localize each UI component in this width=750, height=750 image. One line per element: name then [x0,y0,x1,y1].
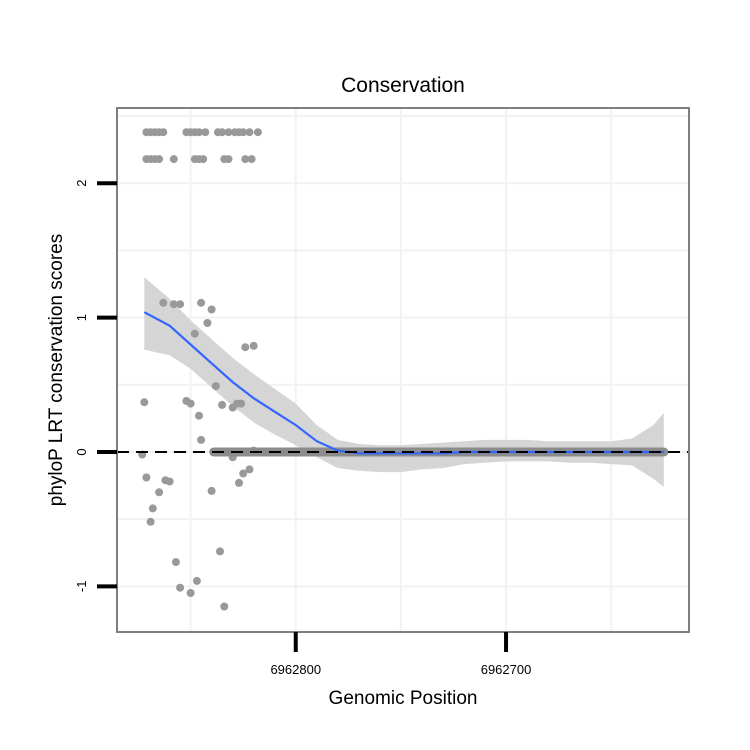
data-point [201,128,210,137]
data-point [190,329,199,338]
data-point [155,488,164,497]
plot-panel [116,107,690,633]
data-point [140,398,149,407]
data-point [245,465,254,474]
data-point [186,589,195,597]
data-point [237,399,246,408]
data-point [239,128,248,137]
data-point [211,382,220,391]
data-point [218,128,227,137]
data-point [241,155,250,164]
data-point [197,298,206,307]
data-point [176,583,185,592]
y-axis-label: phyloP LRT conservation scores [46,234,67,507]
x-tick-label: 6962800 [270,662,321,677]
data-point [192,576,201,585]
y-axis: -1 0 1 2 [74,180,117,592]
data-point [195,411,203,420]
data-point [169,155,178,164]
data-point [245,128,254,137]
data-point [203,319,212,327]
data-point [159,298,168,307]
data-point [186,399,195,408]
data-point [159,128,168,137]
data-point [253,128,262,137]
data-point [197,435,206,444]
y-tick-label: 2 [74,180,89,187]
data-point [142,473,151,482]
chart-title: Conservation [341,74,465,97]
data-point [224,128,233,137]
data-point [207,305,216,314]
data-point [239,469,248,478]
loess-line [143,311,664,455]
confidence-band [144,277,664,487]
data-point [218,400,227,409]
data-point [176,300,185,309]
data-point [169,300,178,309]
data-point [165,477,174,486]
data-point [195,128,203,137]
data-point [216,547,224,556]
data-point [224,155,233,164]
data-points [138,128,269,611]
data-point [247,155,256,164]
data-point [241,343,250,352]
x-axis-label: Genomic Position [329,688,478,709]
panel-border [116,107,690,633]
data-point [220,602,229,611]
x-tick-label: 6962700 [481,662,532,677]
y-tick-label: 1 [74,314,89,321]
data-point [146,517,155,526]
y-tick-label: 0 [74,448,89,455]
data-point [171,558,180,567]
data-point [207,486,216,495]
data-point [148,504,157,513]
x-axis: 6962800 6962700 [270,632,531,677]
y-tick-label: -1 [74,581,89,593]
data-point [249,341,258,350]
data-point [155,155,164,164]
data-point [199,155,208,164]
data-point [235,478,243,487]
